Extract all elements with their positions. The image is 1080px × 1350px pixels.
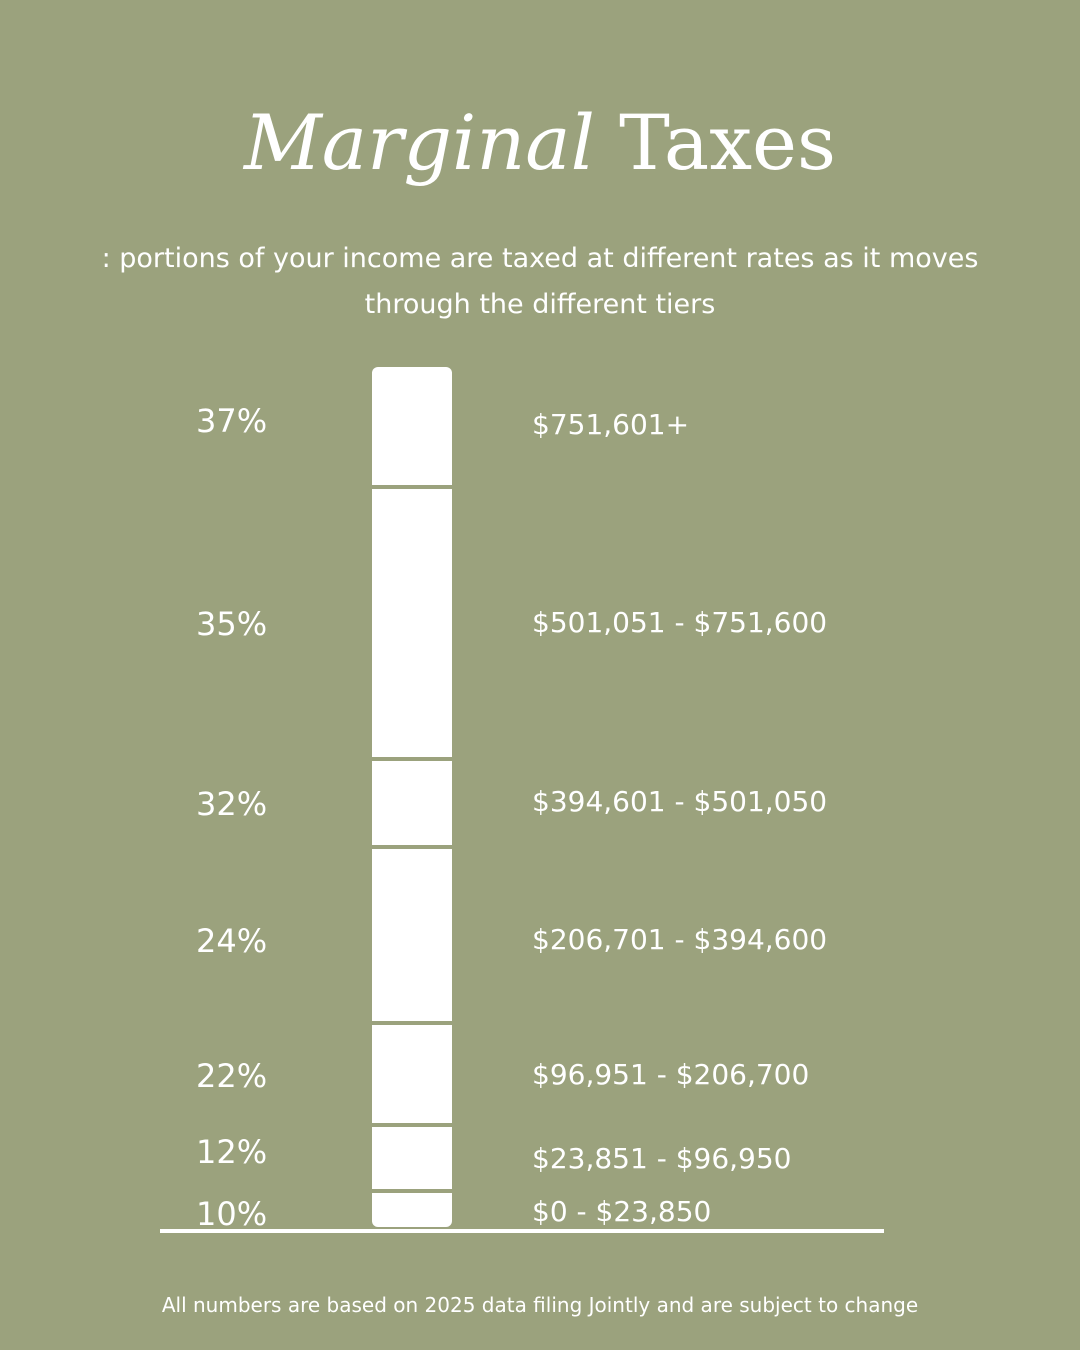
title-italic: Marginal: [243, 98, 595, 187]
range-12: $23,851 - $96,950: [532, 1142, 792, 1175]
title-regular: Taxes: [619, 98, 837, 187]
range-22: $96,951 - $206,700: [532, 1058, 810, 1091]
range-35: $501,051 - $751,600: [532, 606, 828, 639]
rate-24: 24%: [196, 922, 268, 960]
range-10: $0 - $23,850: [532, 1195, 712, 1228]
footnote: All numbers are based on 2025 data filin…: [161, 1293, 919, 1317]
rate-12: 12%: [196, 1133, 268, 1171]
range-24: $206,701 - $394,600: [532, 923, 828, 956]
bar-segment-32: [372, 761, 452, 845]
bar-segment-12: [372, 1127, 452, 1189]
bar-segment-35: [372, 489, 452, 757]
page-title: Marginal Taxes: [0, 95, 1080, 191]
bar-segment-22: [372, 1025, 452, 1123]
rate-10: 10%: [196, 1195, 268, 1233]
rate-35: 35%: [196, 605, 268, 643]
baseline-divider: [160, 1229, 884, 1233]
bar-segment-10: [372, 1193, 452, 1227]
bar-segment-37: [372, 367, 452, 485]
bar-segment-24: [372, 849, 452, 1021]
rate-37: 37%: [196, 402, 268, 440]
subtitle: : portions of your income are taxed at d…: [101, 243, 979, 320]
range-32: $394,601 - $501,050: [532, 785, 828, 818]
rate-22: 22%: [196, 1057, 268, 1095]
range-37: $751,601+: [532, 408, 690, 441]
rate-32: 32%: [196, 785, 268, 823]
